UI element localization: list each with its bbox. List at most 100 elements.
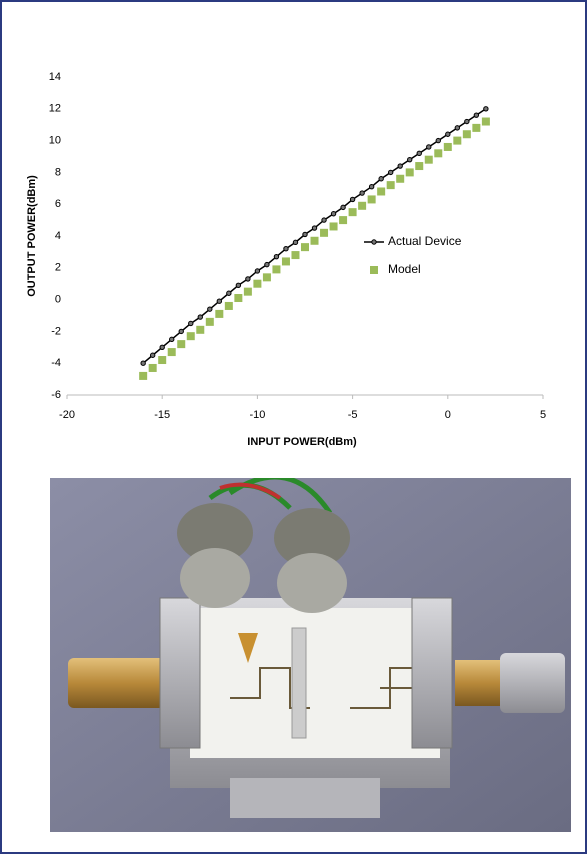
device-point [140, 360, 146, 366]
x-tick-label: 0 [445, 409, 451, 421]
device-point [473, 112, 480, 118]
model-point [424, 155, 433, 164]
device-point [368, 184, 375, 190]
device-point [159, 344, 165, 350]
model-point [367, 195, 376, 204]
y-tick-label: 6 [55, 198, 61, 210]
y-tick-label: -4 [51, 357, 61, 369]
y-tick-label: 4 [55, 230, 61, 242]
x-tick-label: -20 [59, 409, 75, 421]
model-point [396, 174, 405, 183]
model-point [215, 309, 224, 318]
device-point [454, 125, 461, 131]
model-point [462, 130, 471, 139]
device-point [254, 268, 261, 274]
model-point [405, 168, 414, 177]
device-photo [50, 478, 571, 832]
y-tick-label: -2 [51, 325, 61, 337]
model-point [148, 363, 157, 372]
legend-swatch [371, 239, 377, 245]
model-point [443, 142, 452, 151]
model-point [301, 243, 309, 252]
x-tick-label: 5 [540, 409, 546, 421]
model-point [224, 301, 233, 310]
y-tick-label: 10 [49, 135, 61, 147]
chart: INPUT POWER(dBm) OUTPUT POWER(dBm) -6 -4 -… [26, 71, 546, 448]
y-tick-label: -6 [51, 389, 61, 401]
device-point [216, 298, 223, 304]
y-tick-label: 2 [55, 262, 61, 274]
model-point [262, 273, 271, 282]
device-point [178, 328, 184, 335]
legend-label: Actual Device [388, 234, 462, 248]
device-point [378, 176, 384, 182]
model-point [386, 181, 395, 190]
device-point [464, 118, 470, 125]
device-point [349, 196, 356, 203]
device-point [197, 314, 203, 320]
device-point [416, 150, 422, 157]
device-point [426, 144, 432, 150]
y-tick-label: 14 [49, 71, 61, 83]
model-point [339, 216, 348, 225]
model-point [320, 228, 329, 237]
device-point [188, 320, 194, 327]
y-tick-label: 12 [49, 103, 61, 115]
device-point [321, 217, 327, 223]
device-point [330, 211, 337, 217]
device-point [302, 231, 308, 238]
device-point [387, 169, 394, 176]
device-point [397, 163, 403, 169]
model-point [472, 123, 481, 132]
model-point [415, 162, 424, 171]
device-point [169, 336, 175, 343]
model-point [481, 117, 490, 126]
device-point [435, 137, 441, 144]
model-point [434, 149, 443, 158]
model-point [158, 356, 167, 365]
model-point [167, 348, 176, 357]
device-point [407, 156, 413, 163]
model-point [253, 279, 262, 288]
device-point [235, 282, 242, 288]
device-point [283, 246, 289, 252]
y-tick-label: 8 [55, 166, 61, 178]
model-point [186, 332, 195, 341]
y-axis-title: OUTPUT POWER(dBm) [26, 175, 38, 297]
model-point [205, 317, 214, 326]
device-point [292, 239, 299, 246]
model-point [310, 236, 319, 245]
device-point [245, 276, 251, 282]
y-tick-label: 0 [55, 294, 61, 306]
x-tick-label: -10 [249, 409, 265, 421]
device-point [264, 261, 270, 268]
model-point [329, 222, 338, 231]
x-axis-title: INPUT POWER(dBm) [247, 436, 357, 448]
model-point [243, 287, 252, 296]
device-point [445, 131, 451, 137]
model-point [177, 340, 186, 349]
x-tick-label: -5 [348, 409, 358, 421]
legend-swatch [370, 266, 378, 274]
model-point [348, 208, 357, 217]
model-point [196, 325, 205, 334]
device-point [340, 204, 346, 211]
device-point [359, 190, 365, 196]
model-point [291, 251, 300, 260]
legend-label: Model [388, 262, 421, 276]
model-point [358, 201, 367, 210]
model-point [377, 187, 386, 196]
device-point [226, 290, 232, 296]
device-point [149, 352, 156, 358]
device-point [311, 225, 318, 231]
device-point [207, 306, 213, 312]
model-point [234, 294, 243, 303]
device-point [273, 253, 280, 260]
model-point [272, 265, 281, 274]
model-point [139, 371, 148, 380]
model-point [453, 136, 462, 145]
model-point [281, 257, 290, 266]
x-tick-label: -15 [154, 409, 170, 421]
device-point [483, 106, 489, 112]
